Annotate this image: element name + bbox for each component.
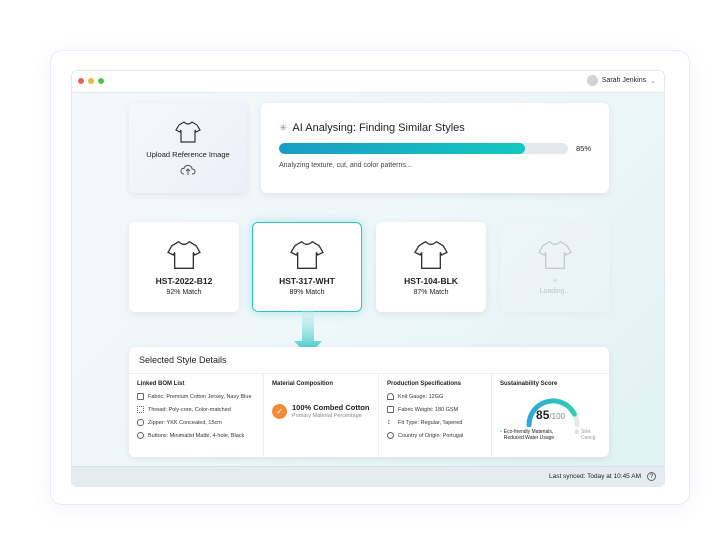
user-name: Sarah Jenkins: [601, 77, 647, 84]
style-code: HST-2022-B12: [155, 275, 213, 286]
details-title: Selected Style Details: [129, 347, 609, 374]
bom-item: Fabric: Premium Cotton Jersey, Navy Blue: [137, 393, 255, 400]
bom-text: Fabric: Premium Cotton Jersey, Navy Blue: [148, 393, 252, 400]
material-value: 100% Combed Cotton: [292, 403, 370, 412]
analysis-card: ✳ AI Analysing: Finding Similar Styles 8…: [261, 103, 609, 193]
spec-item: Knit Gauge: 12GG: [387, 393, 483, 400]
fit-icon: ↕: [387, 419, 391, 426]
title-bar: Sarah Jenkins ⌄: [72, 71, 664, 93]
close-window-button[interactable]: [78, 78, 84, 84]
spec-text: Fit Type: Regular, Tapered: [398, 419, 463, 426]
sustainability-score: Sustainability Score 85/100 • Eco-friendl…: [492, 374, 609, 457]
tshirt-icon: [175, 121, 201, 143]
gauge-icon: [387, 393, 394, 400]
bullet-icon: •: [500, 429, 502, 435]
minimize-window-button[interactable]: [88, 78, 94, 84]
style-match: 89% Match: [289, 288, 325, 296]
tshirt-icon: [414, 240, 448, 269]
last-synced: Last synced: Today at 10:45 AM: [548, 473, 641, 480]
upload-reference-card[interactable]: Upload Reference Image: [129, 103, 247, 193]
spinner-icon: ✳: [552, 278, 558, 285]
material-composition: Material Composition ✓ 100% Combed Cotto…: [264, 374, 379, 457]
spec-text: Country of Origin: Portugal: [398, 432, 464, 439]
selected-style-details: Selected Style Details Linked BOM List F…: [129, 347, 609, 457]
material-sub: Primary Material Percentage: [292, 413, 362, 419]
bom-item: Thread: Poly-core, Color-matched: [137, 406, 255, 413]
zipper-icon: [137, 419, 144, 426]
thread-icon: [137, 406, 144, 413]
tshirt-icon: [538, 240, 572, 269]
button-icon: [137, 432, 144, 439]
style-card[interactable]: HST-2022-B12 92% Match: [129, 222, 239, 312]
spec-text: Knit Gauge: 12GG: [398, 393, 444, 400]
style-match: 87% Match: [413, 288, 449, 296]
progress-bar: [279, 143, 568, 154]
material-title: Material Composition: [272, 381, 334, 387]
bom-text: Thread: Poly-core, Color-matched: [148, 406, 231, 413]
sustainability-title: Sustainability Score: [500, 381, 558, 387]
spec-item: Fabric Weight: 180 GSM: [387, 406, 483, 413]
status-bar: Last synced: Today at 10:45 AM ?: [72, 466, 664, 486]
bom-text: Buttons: Minimalist Matte, 4-hole, Black: [148, 432, 245, 439]
progress-fill: [279, 143, 525, 154]
spinner-icon: ✳: [279, 122, 288, 134]
style-card-loading: ✳ Loading...: [500, 222, 610, 312]
cloud-upload-icon: [180, 164, 196, 175]
bom-item: Buttons: Minimalist Matte, 4-hole, Black: [137, 432, 255, 439]
spec-text: Fabric Weight: 180 GSM: [398, 406, 459, 413]
avatar: [586, 75, 598, 86]
style-match: 92% Match: [166, 288, 202, 296]
weight-icon: [387, 406, 394, 413]
score-gauge: [526, 398, 580, 427]
production-title: Production Specifications: [387, 381, 462, 387]
selection-arrow-icon: [294, 311, 322, 356]
analysis-title: AI Analysing: Finding Similar Styles: [292, 122, 465, 134]
score-gauge-fill: [526, 398, 577, 427]
upload-label: Upload Reference Image: [146, 150, 230, 159]
spec-item: ↕ Fit Type: Regular, Tapered: [387, 419, 483, 426]
style-code: HST-104-BLK: [404, 275, 458, 286]
score-value: 85: [536, 408, 550, 422]
progress-percent: 85%: [575, 144, 591, 153]
chevron-down-icon: ⌄: [650, 77, 656, 85]
check-icon: ✓: [272, 403, 287, 419]
production-specs: Production Specifications Knit Gauge: 12…: [379, 374, 492, 457]
badge-icon: ◎: [574, 429, 579, 435]
bom-item: Zipper: YKK Concealed, 15cm: [137, 419, 255, 426]
tshirt-icon: [290, 240, 324, 269]
style-code: HST-317-WHT: [279, 275, 335, 286]
help-icon[interactable]: ?: [647, 472, 656, 481]
score-max: /100: [549, 412, 565, 421]
bom-list: Linked BOM List Fabric: Premium Cotton J…: [129, 374, 264, 457]
app-window: Sarah Jenkins ⌄ Upload Reference Image ✳…: [71, 70, 665, 487]
sustainability-badge: Silvi Cencg: [581, 429, 596, 441]
globe-icon: [387, 432, 394, 439]
style-card[interactable]: HST-104-BLK 87% Match: [376, 222, 486, 312]
bom-title: Linked BOM List: [137, 381, 185, 387]
fabric-icon: [137, 393, 144, 400]
score-readout: 85/100: [492, 408, 609, 422]
sustainability-note: Eco-friendly Materials, Reduced Water Us…: [503, 429, 555, 441]
style-card[interactable]: HST-317-WHT 89% Match: [252, 222, 362, 312]
analysis-status: Analyzing texture, cut, and color patter…: [279, 162, 412, 169]
user-menu[interactable]: Sarah Jenkins ⌄: [586, 75, 656, 86]
bom-text: Zipper: YKK Concealed, 15cm: [148, 419, 222, 426]
maximize-window-button[interactable]: [98, 78, 104, 84]
tshirt-icon: [167, 240, 201, 269]
style-match: Loading...: [539, 288, 571, 295]
spec-item: Country of Origin: Portugal: [387, 432, 483, 439]
